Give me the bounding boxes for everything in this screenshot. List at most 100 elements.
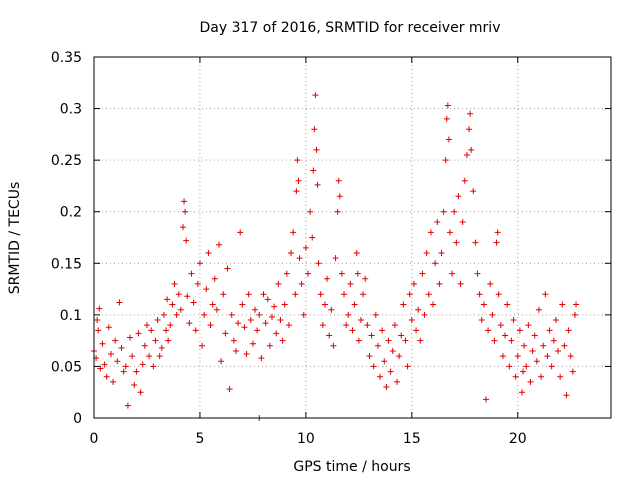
data-point (310, 167, 317, 174)
data-point (354, 270, 361, 277)
data-point (182, 208, 189, 215)
data-point (425, 291, 432, 298)
data-point (167, 322, 174, 329)
data-point (317, 291, 324, 298)
data-point (338, 270, 345, 277)
data-point (508, 337, 515, 344)
data-point (150, 363, 157, 370)
data-point (181, 198, 188, 205)
data-point (298, 280, 305, 287)
data-point (334, 208, 341, 215)
data-point (533, 358, 540, 365)
data-point (457, 280, 464, 287)
y-tick-label: 0.35 (51, 50, 82, 66)
data-point (493, 239, 500, 246)
data-points (91, 92, 580, 421)
data-point (494, 229, 501, 236)
y-tick-label: 0.1 (60, 308, 82, 324)
data-point (480, 301, 487, 308)
data-point (330, 342, 337, 349)
data-point (288, 249, 295, 256)
data-point (393, 378, 400, 385)
data-point (366, 353, 373, 360)
data-point (445, 136, 452, 143)
data-point (349, 327, 356, 334)
data-point (141, 342, 148, 349)
data-point (417, 337, 424, 344)
data-point (262, 320, 269, 327)
data-point (235, 320, 242, 327)
data-point (370, 363, 377, 370)
data-point (519, 389, 526, 396)
data-point (101, 361, 108, 368)
data-point (312, 92, 319, 99)
data-point (482, 396, 489, 403)
data-point (419, 270, 426, 277)
data-point (321, 301, 328, 308)
data-point (476, 291, 483, 298)
data-point (112, 337, 119, 344)
data-point (241, 324, 248, 331)
data-point (506, 363, 513, 370)
data-point (546, 327, 553, 334)
data-point (131, 381, 138, 388)
data-point (550, 337, 557, 344)
data-point (474, 270, 481, 277)
data-point (563, 392, 570, 399)
data-point (353, 249, 360, 256)
data-point (360, 291, 367, 298)
data-point (143, 322, 150, 329)
data-point (171, 280, 178, 287)
data-point (516, 327, 523, 334)
data-point (249, 340, 256, 347)
data-point (332, 255, 339, 262)
data-point (120, 368, 127, 375)
data-point (468, 146, 475, 153)
data-point (525, 322, 532, 329)
data-point (364, 322, 371, 329)
data-point (391, 322, 398, 329)
data-point (254, 327, 261, 334)
data-point (489, 311, 496, 318)
data-point (139, 361, 146, 368)
data-point (315, 260, 322, 267)
data-point (260, 291, 267, 298)
data-point (427, 229, 434, 236)
data-point (552, 317, 559, 324)
data-point (245, 291, 252, 298)
data-point (158, 344, 165, 351)
data-point (127, 334, 134, 341)
data-point (381, 358, 388, 365)
data-point (372, 311, 379, 318)
data-point (228, 311, 235, 318)
data-point (268, 313, 275, 320)
data-point (220, 291, 227, 298)
data-point (293, 188, 300, 195)
data-point (201, 311, 208, 318)
data-point (95, 327, 102, 334)
data-point (222, 330, 229, 337)
data-point (305, 270, 312, 277)
data-point (160, 311, 167, 318)
data-point (165, 337, 172, 344)
data-point (277, 317, 284, 324)
data-point (203, 286, 210, 293)
data-point (309, 234, 316, 241)
data-point (311, 126, 318, 133)
data-point (194, 280, 201, 287)
data-point (527, 378, 534, 385)
data-point (345, 311, 352, 318)
data-point (459, 219, 466, 226)
data-point (296, 255, 303, 262)
data-point (207, 322, 214, 329)
data-point (368, 332, 375, 339)
data-point (313, 146, 320, 153)
data-point (343, 322, 350, 329)
data-point (96, 305, 103, 312)
data-point (94, 317, 101, 324)
data-point (499, 353, 506, 360)
data-point (443, 115, 450, 122)
data-point (542, 291, 549, 298)
data-point (324, 275, 331, 282)
data-point (351, 301, 358, 308)
